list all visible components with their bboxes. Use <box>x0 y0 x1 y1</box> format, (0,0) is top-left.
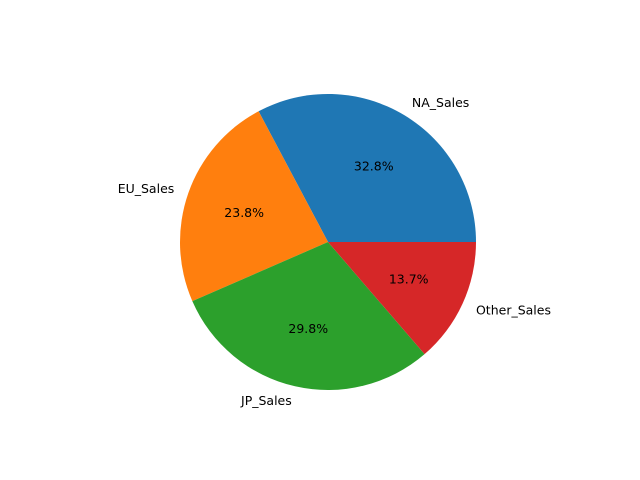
slice-label-jp-sales: JP_Sales <box>240 393 292 408</box>
pie-slice-jp-sales <box>192 242 425 391</box>
pie-labels: NA_Sales 32.8% EU_Sales 23.8% JP_Sales 29.8% O… <box>118 95 551 408</box>
pie-slices <box>179 94 476 391</box>
percent-label-eu-sales: 23.8% <box>224 205 264 220</box>
slice-label-eu-sales: EU_Sales <box>118 181 175 196</box>
percent-label-na-sales: 32.8% <box>354 158 394 173</box>
pie-slice-eu-sales <box>179 111 328 302</box>
pie-slice-na-sales <box>258 94 476 243</box>
percent-label-other-sales: 13.7% <box>389 272 429 287</box>
slice-label-na-sales: NA_Sales <box>412 95 469 110</box>
pie-slice-other-sales <box>328 242 476 355</box>
percent-label-jp-sales: 29.8% <box>288 321 328 336</box>
slice-label-other-sales: Other_Sales <box>476 302 551 317</box>
